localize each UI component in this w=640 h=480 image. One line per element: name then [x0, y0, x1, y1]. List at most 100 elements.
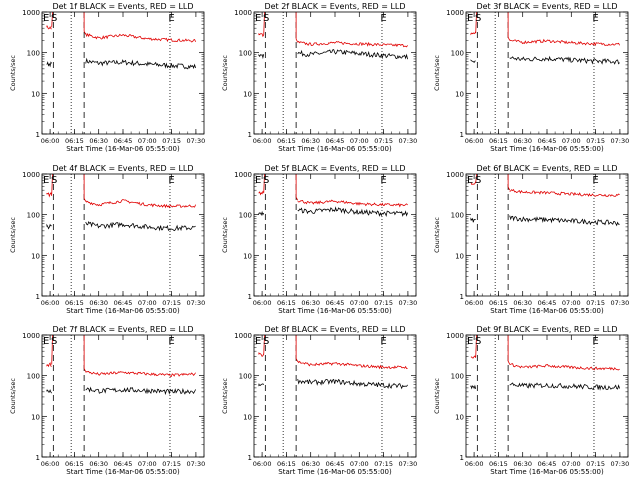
x-tick-label: 06:15: [489, 137, 508, 145]
y-axis-label: Counts/sec: [221, 378, 229, 414]
y-tick-label: 10: [31, 252, 40, 260]
x-tick-label: 07:30: [399, 137, 418, 145]
lld-spike-end: [83, 174, 87, 202]
panel-det-2f: Det 2f BLACK = Events, RED = LLD 1 10 100 10…: [221, 2, 417, 153]
lld-series: [509, 38, 620, 47]
x-tick-label: 07:30: [187, 137, 206, 145]
events-series: [509, 215, 620, 227]
y-axis-label: Counts/sec: [433, 55, 441, 91]
y-tick-label: 10: [455, 413, 464, 421]
marker-label-e: E: [255, 13, 261, 24]
x-tick-label: 06:00: [253, 299, 272, 307]
plot-area: [470, 335, 620, 457]
x-axis-label: Start Time (16-Mar-06 05:55:00): [278, 307, 392, 315]
y-axis-label: Counts/sec: [433, 217, 441, 253]
x-tick-label: 06:45: [538, 299, 557, 307]
plot-frame: [465, 334, 629, 458]
y-tick-label: 100: [451, 373, 464, 381]
x-tick-label: 07:00: [562, 299, 581, 307]
x-tick-label: 06:30: [301, 299, 320, 307]
lld-spike-start: [51, 174, 53, 195]
x-tick-label: 07:00: [350, 299, 369, 307]
x-tick-label: 06:30: [301, 137, 320, 145]
plot-frame: [41, 11, 205, 135]
x-axis-label: Start Time (16-Mar-06 05:55:00): [66, 307, 180, 315]
y-tick-label: 1000: [446, 9, 464, 17]
x-tick-label: 07:15: [162, 137, 181, 145]
x-tick-label: 06:30: [513, 137, 532, 145]
panel-det-9f: Det 9f BLACK = Events, RED = LLD 1 10 100 10…: [433, 325, 629, 476]
events-series-early: [46, 61, 53, 68]
y-tick-label: 10: [31, 90, 40, 98]
x-axis-label: Start Time (16-Mar-06 05:55:00): [490, 145, 604, 153]
lld-spike-start: [51, 12, 53, 28]
marker-label-e: E: [43, 13, 49, 24]
x-tick-label: 07:00: [562, 460, 581, 468]
lld-spike-end: [83, 12, 87, 35]
x-tick-label: 06:00: [253, 137, 272, 145]
x-tick-label: 07:15: [586, 137, 605, 145]
marker-label-s: S: [475, 13, 481, 24]
marker-label-e: E: [255, 336, 261, 347]
marker-label-s: S: [51, 13, 57, 24]
lld-spike-end: [507, 335, 511, 365]
events-series: [85, 386, 196, 396]
lld-series-early: [46, 25, 52, 30]
events-series: [85, 57, 196, 70]
x-tick-label: 07:15: [374, 137, 393, 145]
y-tick-label: 1000: [22, 9, 40, 17]
marker-label-e: E: [168, 336, 174, 347]
y-tick-label: 1000: [446, 332, 464, 340]
plot-area: [46, 335, 196, 457]
events-series: [509, 55, 620, 65]
panel-title: Det 8f BLACK = Events, RED = LLD: [264, 325, 405, 334]
events-series-early: [46, 389, 53, 394]
x-tick-label: 06:45: [326, 299, 345, 307]
events-series: [85, 220, 196, 232]
marker-label-e: E: [380, 13, 386, 24]
x-axis-label: Start Time (16-Mar-06 05:55:00): [490, 307, 604, 315]
lld-spike-start: [263, 12, 265, 36]
y-tick-label: 1: [36, 293, 40, 301]
x-tick-label: 07:00: [350, 460, 369, 468]
panel-title: Det 4f BLACK = Events, RED = LLD: [52, 164, 193, 173]
y-tick-label: 1000: [446, 171, 464, 179]
x-tick-label: 06:00: [465, 460, 484, 468]
panel-title: Det 7f BLACK = Events, RED = LLD: [52, 325, 193, 334]
x-tick-label: 07:30: [187, 460, 206, 468]
x-tick-label: 06:30: [301, 460, 320, 468]
lld-spike-end: [507, 12, 511, 41]
marker-label-e: E: [43, 336, 49, 347]
y-tick-label: 100: [239, 212, 252, 220]
x-axis-label: Start Time (16-Mar-06 05:55:00): [66, 145, 180, 153]
marker-label-s: S: [263, 13, 269, 24]
x-tick-label: 06:30: [89, 299, 108, 307]
x-tick-label: 06:15: [65, 460, 84, 468]
events-series-early: [470, 217, 476, 223]
panel-title: Det 6f BLACK = Events, RED = LLD: [476, 164, 617, 173]
y-tick-label: 10: [243, 90, 252, 98]
plot-frame: [253, 173, 417, 297]
y-tick-label: 1: [248, 454, 252, 462]
y-tick-label: 100: [27, 373, 40, 381]
y-axis-label: Counts/sec: [9, 55, 17, 91]
x-tick-label: 06:15: [277, 137, 296, 145]
x-tick-label: 07:15: [374, 299, 393, 307]
y-tick-label: 1: [460, 131, 464, 139]
plot-frame: [253, 11, 417, 135]
marker-label-s: S: [263, 336, 269, 347]
lld-spike-start: [475, 12, 477, 34]
plot-area: [258, 335, 408, 457]
plot-area: [46, 174, 196, 296]
y-tick-label: 1000: [22, 171, 40, 179]
marker-label-s: S: [475, 175, 481, 186]
x-tick-label: 06:15: [489, 299, 508, 307]
lld-series: [85, 32, 196, 43]
x-tick-label: 06:15: [65, 299, 84, 307]
x-tick-label: 06:45: [114, 137, 133, 145]
lld-series-early: [258, 352, 265, 358]
x-tick-label: 07:15: [586, 460, 605, 468]
marker-label-e: E: [168, 13, 174, 24]
x-tick-label: 06:45: [114, 460, 133, 468]
